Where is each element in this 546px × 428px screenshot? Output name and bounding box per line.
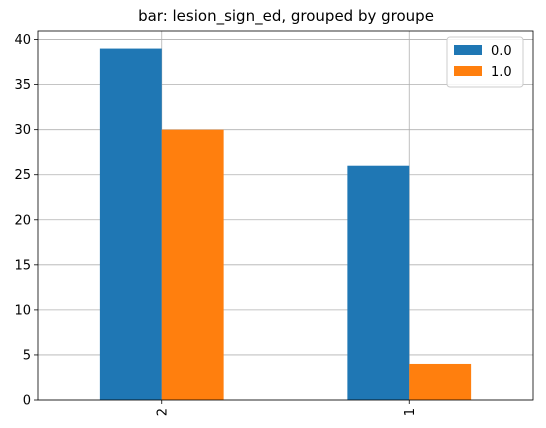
y-tick-label-1: 5 — [23, 348, 31, 363]
y-tick-label-7: 35 — [14, 78, 31, 93]
bar-1_0-2 — [161, 129, 224, 400]
chart-title: bar: lesion_sign_ed, grouped by groupe — [138, 7, 434, 26]
bars — [99, 48, 472, 400]
bar-0_0-1 — [347, 165, 410, 400]
legend-label-1_0: 1.0 — [491, 65, 512, 80]
y-tick-label-5: 25 — [14, 168, 31, 183]
axes: 0 5 10 15 20 25 30 35 40 2 1 — [14, 30, 534, 416]
y-tick-label-2: 10 — [14, 303, 31, 318]
y-tick-label-4: 20 — [14, 213, 31, 228]
y-tick-label-6: 30 — [14, 123, 31, 138]
legend: 0.01.0 — [446, 36, 524, 88]
x-tick-label-1: 1 — [403, 408, 418, 416]
x-tick-label-2: 2 — [155, 408, 170, 416]
y-tick-label-8: 40 — [14, 33, 31, 48]
y-tick-label-0: 0 — [23, 394, 31, 409]
axes-frame — [37, 30, 534, 401]
bar-1_0-1 — [409, 363, 472, 400]
bar-0_0-2 — [99, 48, 162, 400]
legend-swatch-0_0 — [454, 45, 482, 55]
y-tick-label-3: 15 — [14, 258, 31, 273]
legend-label-0_0: 0.0 — [491, 44, 512, 59]
legend-swatch-1_0 — [454, 66, 482, 76]
